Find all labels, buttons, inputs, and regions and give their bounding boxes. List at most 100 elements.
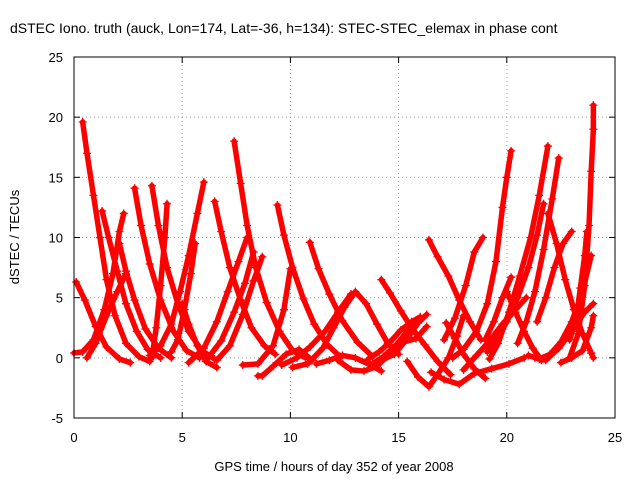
data-point-marker [279, 231, 288, 240]
data-point-marker [82, 149, 91, 158]
data-point-marker [145, 351, 154, 360]
data-point-marker [587, 349, 596, 358]
data-series [212, 252, 267, 365]
data-point-marker [513, 293, 522, 302]
data-point-marker [483, 299, 492, 308]
data-point-marker [305, 238, 314, 247]
data-point-marker [260, 341, 269, 350]
data-point-marker [587, 323, 596, 332]
data-point-marker [507, 146, 516, 155]
data-point-marker [543, 142, 552, 151]
data-point-marker [396, 306, 405, 315]
data-series [513, 154, 563, 348]
data-point-marker [212, 363, 221, 372]
x-axis-label: GPS time / hours of day 352 of year 2008 [214, 459, 453, 474]
data-point-marker [507, 273, 516, 282]
data-point-marker [535, 191, 544, 200]
data-series [483, 199, 548, 356]
data-point-marker [78, 347, 87, 356]
data-point-marker [269, 362, 278, 371]
series-trace [482, 274, 514, 343]
x-tick-label: 20 [500, 430, 514, 445]
data-point-marker [522, 317, 531, 326]
data-point-marker [121, 339, 130, 348]
data-point-marker [238, 310, 247, 319]
grid [74, 57, 615, 418]
data-point-marker [121, 299, 130, 308]
data-point-marker [282, 350, 291, 359]
data-point-marker [243, 233, 252, 242]
series-trace [231, 138, 309, 361]
data-point-marker [552, 239, 561, 248]
data-point-marker [126, 358, 135, 367]
data-point-marker [589, 311, 598, 320]
data-point-marker [364, 355, 373, 364]
data-point-marker [585, 221, 594, 230]
data-point-marker [403, 327, 412, 336]
data-point-marker [199, 344, 208, 353]
data-point-marker [258, 252, 267, 261]
series-trace [116, 240, 175, 361]
series-trace [514, 155, 562, 347]
data-point-marker [366, 361, 375, 370]
data-point-marker [329, 323, 338, 332]
data-point-marker [102, 311, 111, 320]
data-point-marker [433, 357, 442, 366]
data-point-marker [169, 327, 178, 336]
data-point-marker [312, 359, 321, 368]
chart-title: dSTEC Iono. truth (auck, Lon=174, Lat=-3… [10, 20, 558, 36]
data-point-marker [589, 101, 598, 110]
x-tick-label: 25 [608, 430, 622, 445]
y-tick-label: 25 [49, 50, 63, 65]
data-point-marker [184, 251, 193, 260]
data-point-marker [82, 353, 91, 362]
data-point-marker [236, 179, 245, 188]
data-point-marker [167, 347, 176, 356]
data-point-marker [433, 252, 442, 261]
data-point-marker [589, 353, 598, 362]
data-point-marker [163, 199, 172, 208]
data-point-marker [217, 227, 226, 236]
data-point-marker [461, 281, 470, 290]
series-trace [449, 148, 514, 361]
y-tick-label: 15 [49, 170, 63, 185]
y-axis-ticks: -5 0 5 10 15 20 25 [49, 50, 615, 426]
data-point-marker [442, 318, 451, 327]
data-point-marker [271, 350, 280, 359]
data-point-marker [470, 364, 479, 373]
data-point-marker [310, 320, 319, 329]
data-point-marker [225, 341, 234, 350]
data-point-marker [455, 380, 464, 389]
data-point-marker [193, 209, 202, 218]
series-trace [426, 237, 484, 343]
data-point-marker [351, 287, 360, 296]
data-point-marker [567, 327, 576, 336]
data-point-marker [111, 311, 120, 320]
data-point-marker [305, 343, 314, 352]
data-series [481, 273, 516, 344]
data-point-marker [459, 345, 468, 354]
data-series [565, 101, 598, 362]
data-point-marker [450, 334, 459, 343]
y-tick-label: 10 [49, 231, 63, 246]
data-series [366, 315, 423, 370]
data-point-marker [491, 335, 500, 344]
data-point-marker [504, 359, 513, 368]
data-point-marker [526, 233, 535, 242]
y-axis-label: dSTEC / TECUs [7, 189, 22, 284]
data-point-marker [210, 197, 219, 206]
data-point-marker [385, 338, 394, 347]
data-point-marker [450, 314, 459, 323]
data-series [377, 310, 431, 365]
series-trace [460, 294, 530, 373]
data-point-marker [91, 339, 100, 348]
data-point-marker [279, 305, 288, 314]
x-axis-ticks: 0 5 10 15 20 25 [70, 57, 622, 445]
data-point-marker [346, 365, 355, 374]
data-point-marker [422, 310, 431, 319]
data-point-marker [420, 340, 429, 349]
data-point-marker [143, 345, 152, 354]
data-point-marker [212, 356, 221, 365]
data-point-marker [541, 356, 550, 365]
data-point-marker [132, 327, 141, 336]
